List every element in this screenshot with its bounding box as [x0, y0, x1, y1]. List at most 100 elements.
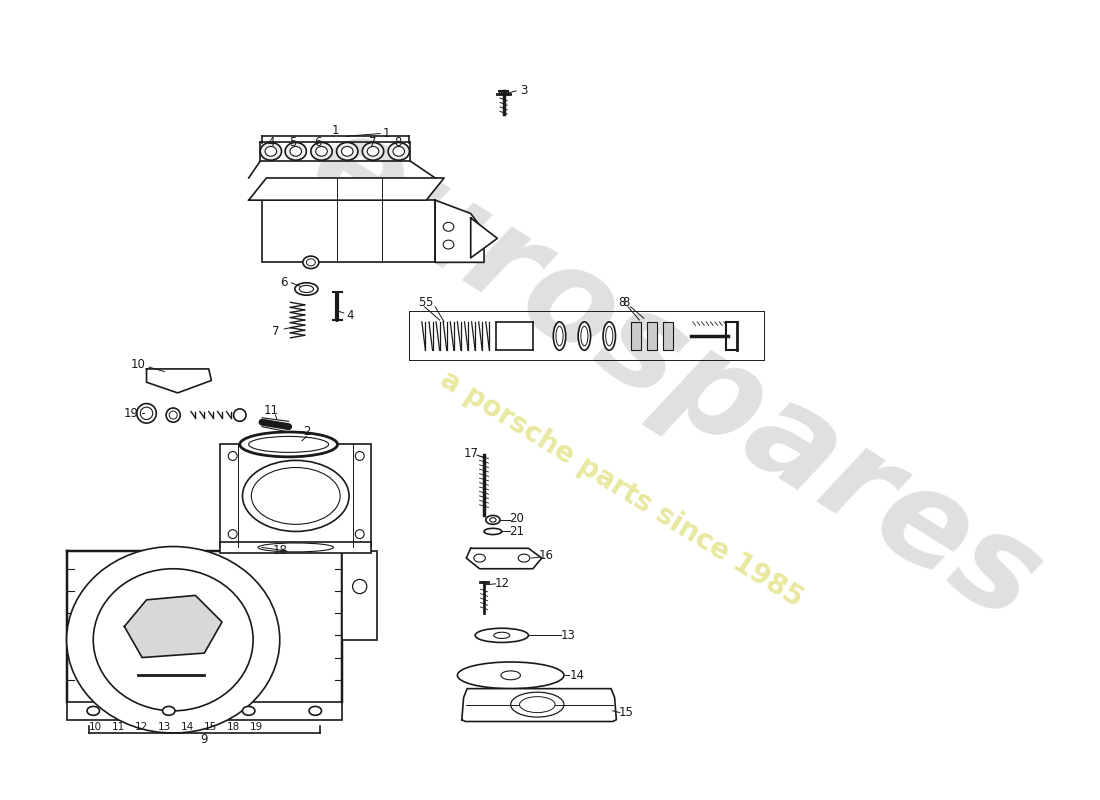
Bar: [262, 200, 436, 262]
Ellipse shape: [355, 530, 364, 538]
Polygon shape: [124, 595, 222, 658]
Text: 10: 10: [88, 722, 101, 732]
Ellipse shape: [67, 546, 279, 733]
Ellipse shape: [581, 326, 587, 346]
Text: 13: 13: [561, 629, 575, 642]
Ellipse shape: [307, 258, 316, 266]
Ellipse shape: [362, 142, 384, 160]
Polygon shape: [471, 218, 497, 258]
Polygon shape: [436, 200, 484, 262]
Ellipse shape: [311, 142, 332, 160]
Bar: [67, 702, 342, 720]
Text: 7: 7: [370, 136, 377, 149]
Ellipse shape: [166, 408, 180, 422]
Ellipse shape: [242, 706, 255, 715]
Text: 13: 13: [157, 722, 170, 732]
Ellipse shape: [302, 256, 319, 269]
Ellipse shape: [141, 407, 153, 419]
Text: 11: 11: [111, 722, 124, 732]
Text: 15: 15: [204, 722, 217, 732]
Text: 11: 11: [263, 404, 278, 417]
Ellipse shape: [285, 142, 307, 160]
Text: 6: 6: [315, 136, 321, 149]
Text: 20: 20: [509, 512, 525, 525]
Ellipse shape: [169, 411, 177, 419]
Bar: [630, 322, 641, 350]
Text: 3: 3: [520, 85, 528, 98]
Ellipse shape: [367, 146, 378, 156]
Ellipse shape: [249, 437, 329, 452]
Text: 7: 7: [272, 325, 279, 338]
Ellipse shape: [353, 579, 366, 594]
Ellipse shape: [229, 530, 238, 538]
Ellipse shape: [94, 569, 253, 711]
Text: 9: 9: [200, 733, 208, 746]
Text: 19: 19: [250, 722, 263, 732]
Ellipse shape: [316, 146, 328, 156]
Text: 1: 1: [383, 127, 390, 140]
Text: 8: 8: [623, 296, 630, 309]
Ellipse shape: [136, 403, 156, 423]
Ellipse shape: [163, 706, 175, 715]
Ellipse shape: [510, 692, 564, 717]
Text: 5: 5: [289, 136, 297, 149]
Bar: [662, 322, 673, 350]
Polygon shape: [462, 689, 616, 722]
Ellipse shape: [553, 322, 565, 350]
Ellipse shape: [337, 142, 358, 160]
Ellipse shape: [606, 326, 613, 346]
Ellipse shape: [443, 222, 454, 231]
Ellipse shape: [265, 146, 277, 156]
Polygon shape: [466, 548, 542, 569]
Polygon shape: [146, 369, 211, 393]
Ellipse shape: [603, 322, 616, 350]
Bar: [220, 445, 371, 546]
Ellipse shape: [486, 515, 500, 524]
Circle shape: [233, 409, 246, 422]
Text: 15: 15: [618, 706, 634, 719]
Text: 4: 4: [346, 309, 354, 322]
Ellipse shape: [299, 286, 314, 293]
Text: 14: 14: [570, 669, 585, 682]
Ellipse shape: [475, 628, 528, 642]
Text: 5: 5: [418, 296, 426, 309]
Text: 8: 8: [618, 296, 626, 309]
Ellipse shape: [518, 554, 530, 562]
Text: a porsche parts since 1985: a porsche parts since 1985: [436, 365, 808, 613]
Bar: [647, 322, 657, 350]
Text: 2: 2: [302, 426, 310, 438]
Text: 16: 16: [539, 549, 553, 562]
Ellipse shape: [393, 146, 405, 156]
Ellipse shape: [500, 671, 520, 680]
Text: 5: 5: [426, 296, 432, 309]
Text: 18: 18: [227, 722, 240, 732]
Ellipse shape: [341, 146, 353, 156]
Ellipse shape: [443, 240, 454, 249]
Ellipse shape: [494, 632, 509, 638]
Ellipse shape: [229, 451, 238, 460]
Ellipse shape: [458, 662, 564, 689]
Ellipse shape: [242, 460, 349, 531]
Ellipse shape: [556, 326, 563, 346]
Text: 4: 4: [267, 136, 275, 149]
Ellipse shape: [355, 451, 364, 460]
Ellipse shape: [490, 518, 496, 522]
Ellipse shape: [87, 706, 99, 715]
Text: 10: 10: [130, 358, 145, 371]
Text: 1: 1: [332, 124, 340, 138]
Bar: [342, 551, 377, 640]
Ellipse shape: [251, 467, 340, 524]
Ellipse shape: [309, 706, 321, 715]
Text: 12: 12: [494, 578, 509, 590]
Text: 18: 18: [273, 545, 287, 558]
Ellipse shape: [240, 432, 338, 457]
Text: 21: 21: [509, 525, 525, 538]
Ellipse shape: [295, 282, 318, 295]
Polygon shape: [249, 178, 444, 200]
Text: 8: 8: [394, 136, 402, 149]
Ellipse shape: [290, 146, 301, 156]
Text: 6: 6: [280, 276, 288, 290]
Text: 17: 17: [463, 446, 478, 460]
Ellipse shape: [258, 543, 333, 552]
Ellipse shape: [388, 142, 409, 160]
